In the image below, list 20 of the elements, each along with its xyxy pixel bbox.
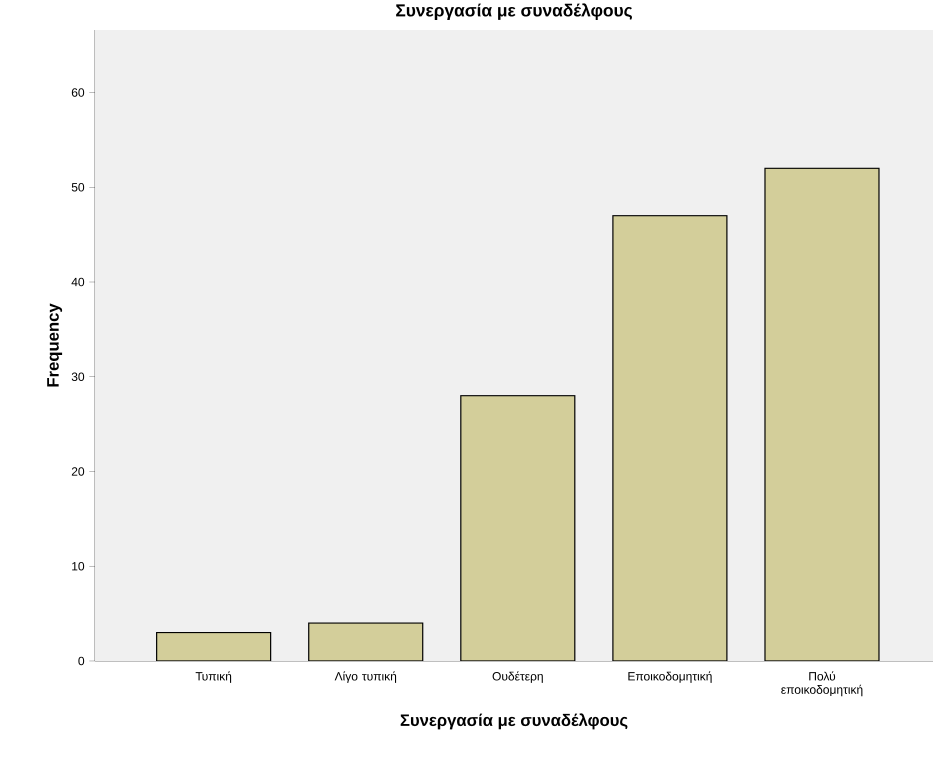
bar: [156, 632, 272, 661]
y-tick-label: 10: [72, 562, 84, 570]
y-tick-label: 30: [72, 372, 84, 382]
y-tick-label: 60: [72, 88, 84, 97]
bar: [460, 395, 576, 661]
y-tick-label: 20: [72, 467, 84, 476]
y-axis-title: Frequency: [47, 303, 62, 387]
y-tick-label: 40: [72, 278, 84, 286]
bar: [308, 622, 424, 661]
y-tick-label: 0: [78, 656, 84, 666]
x-tick-label: Ουδέτερη: [492, 671, 543, 683]
x-tick-label: Τυπική: [196, 671, 232, 683]
bar: [764, 168, 880, 661]
x-tick-label: Εποικοδομητική: [628, 671, 712, 683]
y-tick-label: 50: [72, 183, 84, 192]
x-tick-label: Πολύ εποικοδομητική: [781, 671, 862, 696]
x-tick-label: Λίγο τυπική: [334, 671, 396, 683]
x-axis-title: Συνεργασία με συναδέλφους: [400, 713, 628, 730]
chart-title: Συνεργασία με συναδέλφους: [396, 3, 632, 20]
bar: [612, 215, 728, 661]
